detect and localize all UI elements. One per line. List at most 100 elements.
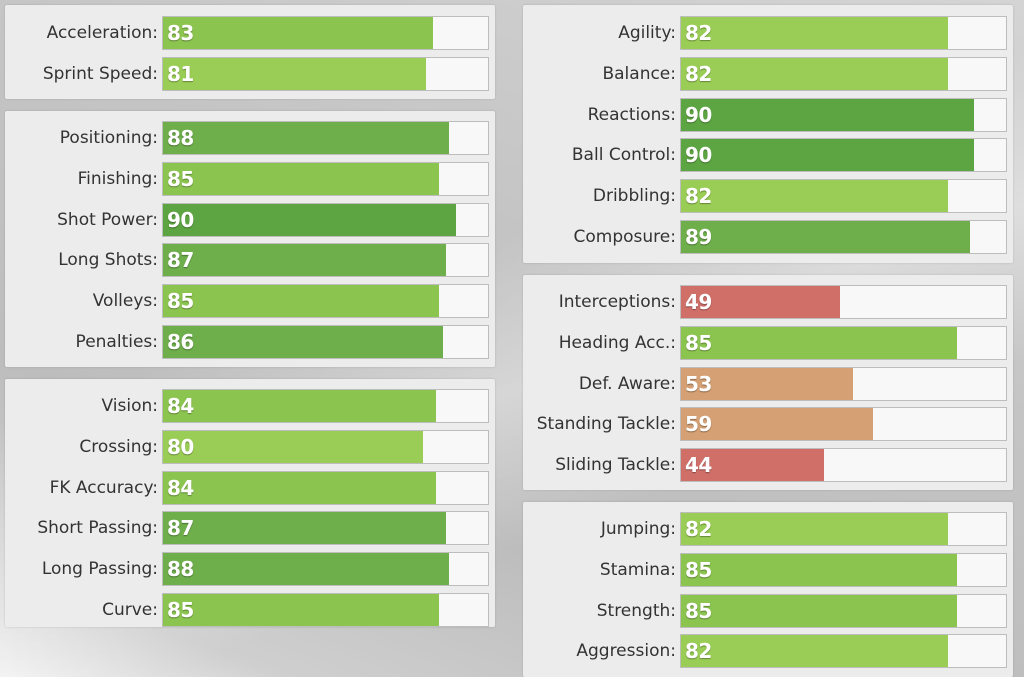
stat-label-long-shots: Long Shots:	[58, 250, 158, 270]
stat-row-acceleration: Acceleration: 83	[5, 16, 495, 50]
stat-label-shot-power: Shot Power:	[57, 210, 158, 230]
stat-bar-track-sprint-speed: 81	[162, 57, 489, 91]
stat-label-standing-tackle: Standing Tackle:	[536, 414, 676, 434]
stat-label-heading-acc: Heading Acc.:	[558, 333, 676, 353]
stat-row-volleys: Volleys: 85	[5, 284, 495, 318]
stat-label-balance: Balance:	[602, 64, 676, 84]
stat-bar-fill-reactions	[681, 99, 974, 131]
stat-bar-fill-volleys	[163, 285, 440, 317]
stat-value-sliding-tackle: 44	[685, 453, 712, 477]
stat-bar-track-shot-power: 90	[162, 203, 489, 237]
stat-row-curve: Curve: 85	[5, 593, 495, 627]
stat-row-balance: Balance: 82	[523, 57, 1013, 91]
stat-bar-fill-interceptions	[681, 286, 841, 318]
stat-label-interceptions: Interceptions:	[558, 292, 676, 312]
stat-bar-fill-fk-accuracy	[163, 472, 436, 504]
stat-value-long-passing: 88	[167, 557, 194, 581]
stat-value-long-shots: 87	[167, 248, 194, 272]
stat-bar-fill-shot-power	[163, 204, 456, 236]
stat-bar-track-finishing: 85	[162, 162, 489, 196]
stat-value-ball-control: 90	[685, 143, 712, 167]
stat-label-aggression: Aggression:	[576, 641, 676, 661]
stat-row-finishing: Finishing: 85	[5, 162, 495, 196]
stat-row-shot-power: Shot Power: 90	[5, 203, 495, 237]
stat-value-strength: 85	[685, 599, 712, 623]
stat-row-long-passing: Long Passing: 88	[5, 552, 495, 586]
stat-label-stamina: Stamina:	[599, 560, 676, 580]
stat-label-finishing: Finishing:	[77, 169, 158, 189]
stat-label-jumping: Jumping:	[600, 519, 676, 539]
stat-bar-track-agility: 82	[680, 16, 1007, 50]
stat-value-agility: 82	[685, 21, 712, 45]
stat-panel-defending: Interceptions: 49 Heading Acc.: 85 Def. Awar…	[523, 275, 1013, 490]
stat-value-fk-accuracy: 84	[167, 476, 194, 500]
stat-bar-track-aggression: 82	[680, 634, 1007, 668]
stat-bar-track-fk-accuracy: 84	[162, 471, 489, 505]
stat-label-reactions: Reactions:	[587, 105, 676, 125]
stat-label-def-aware: Def. Aware:	[578, 374, 676, 394]
stat-bar-fill-long-shots	[163, 244, 446, 276]
stat-bar-fill-curve	[163, 594, 440, 626]
stat-bar-track-acceleration: 83	[162, 16, 489, 50]
stat-row-sprint-speed: Sprint Speed: 81	[5, 57, 495, 91]
stat-bar-fill-standing-tackle	[681, 408, 873, 440]
stat-value-jumping: 82	[685, 517, 712, 541]
stat-bar-fill-long-passing	[163, 553, 449, 585]
stat-bar-fill-strength	[681, 595, 958, 627]
stat-bar-fill-sprint-speed	[163, 58, 427, 90]
stat-bar-track-crossing: 80	[162, 430, 489, 464]
stat-value-sprint-speed: 81	[167, 62, 194, 86]
stat-label-vision: Vision:	[101, 396, 158, 416]
stat-row-heading-acc: Heading Acc.: 85	[523, 326, 1013, 360]
stat-bar-track-standing-tackle: 59	[680, 407, 1007, 441]
stat-bar-track-sliding-tackle: 44	[680, 448, 1007, 482]
stat-bar-fill-ball-control	[681, 139, 974, 171]
stat-bar-fill-heading-acc	[681, 327, 958, 359]
stat-value-positioning: 88	[167, 126, 194, 150]
stat-value-standing-tackle: 59	[685, 412, 712, 436]
stat-row-sliding-tackle: Sliding Tackle: 44	[523, 448, 1013, 482]
stat-bar-track-long-passing: 88	[162, 552, 489, 586]
stat-bar-fill-acceleration	[163, 17, 433, 49]
stat-value-penalties: 86	[167, 330, 194, 354]
stat-row-penalties: Penalties: 86	[5, 325, 495, 359]
stat-bar-fill-balance	[681, 58, 948, 90]
stat-bar-fill-composure	[681, 221, 971, 253]
stat-row-long-shots: Long Shots: 87	[5, 243, 495, 277]
stat-label-positioning: Positioning:	[59, 128, 158, 148]
stat-bar-track-composure: 89	[680, 220, 1007, 254]
stat-bar-track-stamina: 85	[680, 553, 1007, 587]
stat-bar-track-jumping: 82	[680, 512, 1007, 546]
stat-bar-track-reactions: 90	[680, 98, 1007, 132]
stat-bar-track-vision: 84	[162, 389, 489, 423]
stat-bar-fill-penalties	[163, 326, 443, 358]
stat-value-vision: 84	[167, 394, 194, 418]
stat-row-standing-tackle: Standing Tackle: 59	[523, 407, 1013, 441]
stat-row-def-aware: Def. Aware: 53	[523, 367, 1013, 401]
stat-row-dribbling: Dribbling: 82	[523, 179, 1013, 213]
stat-bar-fill-sliding-tackle	[681, 449, 824, 481]
stat-bar-track-long-shots: 87	[162, 243, 489, 277]
stat-label-acceleration: Acceleration:	[46, 23, 158, 43]
stat-bar-track-def-aware: 53	[680, 367, 1007, 401]
stat-label-long-passing: Long Passing:	[41, 559, 158, 579]
stat-value-volleys: 85	[167, 289, 194, 313]
stat-bar-track-short-passing: 87	[162, 511, 489, 545]
stat-label-strength: Strength:	[596, 601, 676, 621]
stat-bar-track-heading-acc: 85	[680, 326, 1007, 360]
stat-panel-shooting: Positioning: 88 Finishing: 85 Shot Power: 90 L…	[5, 111, 495, 367]
stat-value-acceleration: 83	[167, 21, 194, 45]
stat-label-composure: Composure:	[573, 227, 676, 247]
stat-value-composure: 89	[685, 225, 712, 249]
stat-label-curve: Curve:	[102, 600, 158, 620]
stat-bar-fill-agility	[681, 17, 948, 49]
stat-label-sprint-speed: Sprint Speed:	[42, 64, 158, 84]
stat-value-stamina: 85	[685, 558, 712, 582]
stat-row-vision: Vision: 84	[5, 389, 495, 423]
stat-row-ball-control: Ball Control: 90	[523, 138, 1013, 172]
stat-bar-fill-crossing	[163, 431, 423, 463]
stat-row-interceptions: Interceptions: 49	[523, 285, 1013, 319]
stat-row-stamina: Stamina: 85	[523, 553, 1013, 587]
stat-value-finishing: 85	[167, 167, 194, 191]
stat-bar-fill-finishing	[163, 163, 440, 195]
